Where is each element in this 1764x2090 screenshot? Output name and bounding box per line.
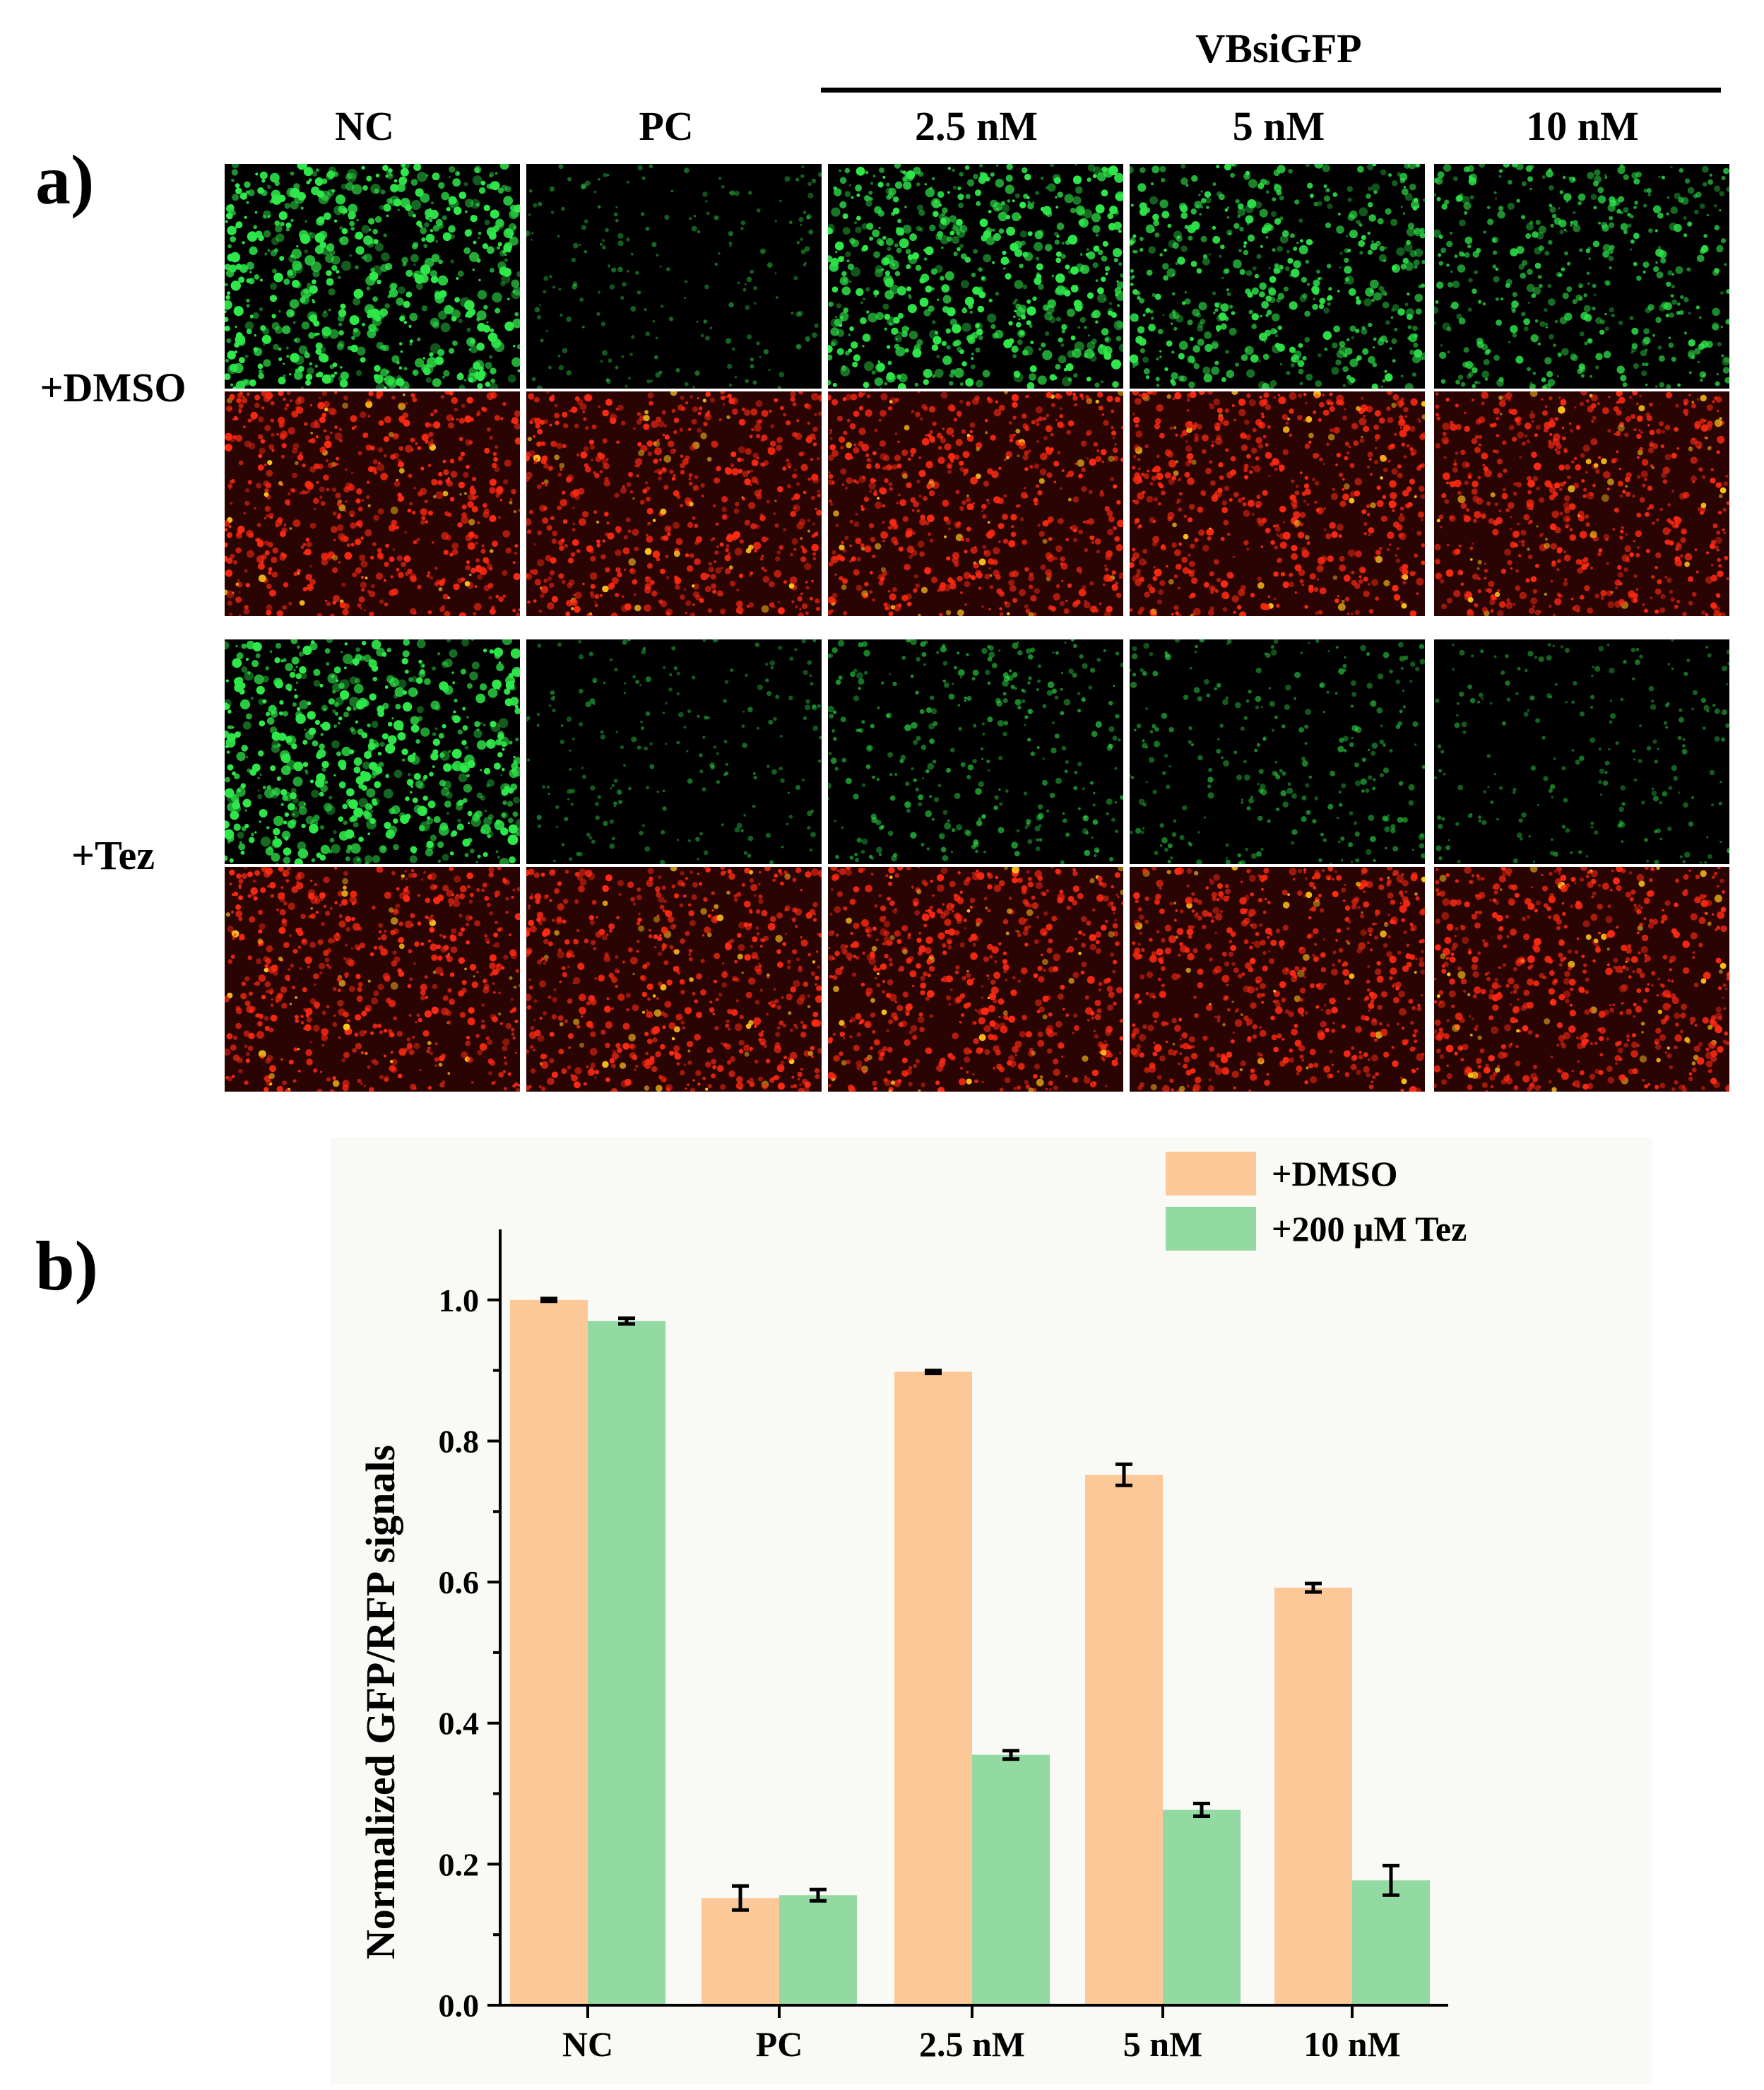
error-bar [810,1887,827,1903]
error-bar [925,1369,942,1376]
microscopy-image-grid [225,164,1729,1092]
col-head-5nm: 5 nM [1232,103,1325,149]
micrograph-gfp [1434,639,1729,864]
bar-dmso [1085,1475,1163,2005]
col-head-10nm: 10 nM [1526,103,1639,149]
error-bar [1002,1749,1019,1761]
micrograph-rfp [828,867,1123,1092]
error-bar [1383,1863,1399,1897]
panel-b-label: b) [35,1227,98,1305]
panel-a-label: a) [35,141,95,219]
error-bar [540,1297,557,1304]
micrograph-rfp [828,391,1123,616]
micrograph-rfp [1130,867,1425,1092]
legend-label: +200 μM Tez [1272,1209,1467,1248]
micrograph-gfp [225,164,520,389]
micrograph-gfp [225,639,520,864]
bar-dmso [702,1898,779,2005]
col-head-2-5nm: 2.5 nM [915,103,1038,149]
col-head-nc: NC [335,103,394,149]
bar-dmso [510,1299,588,2005]
error-bar [732,1884,749,1912]
micrograph-rfp [225,391,520,616]
y-tick-label: 0.8 [439,1424,480,1460]
y-tick-label: 0.0 [439,1988,480,2024]
x-tick-label: 10 nM [1303,2024,1401,2064]
micrograph-rfp [1434,867,1729,1092]
x-tick-label: 5 nM [1123,2024,1203,2064]
micrograph-gfp [526,164,822,389]
micrograph-gfp [828,164,1123,389]
y-tick-label: 0.2 [439,1846,480,1882]
micrograph-gfp [526,639,822,864]
y-tick-label: 1.0 [439,1282,480,1318]
x-tick-label: NC [562,2024,613,2064]
y-tick-label: 0.4 [439,1706,480,1742]
micrograph-rfp [526,391,822,616]
col-head-pc: PC [639,103,694,149]
legend-label: +DMSO [1272,1154,1398,1193]
y-axis-title: Normalized GFP/RFP signals [357,1445,403,1959]
bar-tez [588,1321,665,2005]
bar-tez [779,1895,857,2005]
bar-tez [972,1754,1050,2005]
error-bar [1193,1802,1210,1818]
bar-dmso [1274,1588,1352,2005]
y-tick-label: 0.6 [439,1564,480,1600]
micrograph-gfp [1130,639,1425,864]
vbsigfp-group-line [821,88,1721,93]
error-bar [1115,1462,1132,1487]
error-bar [1305,1581,1322,1594]
x-tick-label: PC [756,2024,803,2064]
micrograph-gfp [828,639,1123,864]
legend-swatch [1166,1152,1256,1195]
legend-swatch [1166,1207,1256,1251]
micrograph-rfp [225,867,520,1092]
micrograph-gfp [1434,164,1729,389]
row-head-dmso: +DMSO [40,365,187,411]
vbsigfp-group-label: VBsiGFP [1195,25,1362,71]
bar-dmso [894,1371,972,2005]
bar-tez [1163,1809,1241,2005]
micrograph-gfp [1130,164,1425,389]
micrograph-rfp [526,867,822,1092]
micrograph-rfp [1434,391,1729,616]
bar-tez [1352,1880,1430,2005]
row-head-tez: +Tez [71,832,155,878]
error-bar [618,1316,635,1326]
micrograph-rfp [1130,391,1425,616]
x-tick-label: 2.5 nM [919,2024,1025,2064]
